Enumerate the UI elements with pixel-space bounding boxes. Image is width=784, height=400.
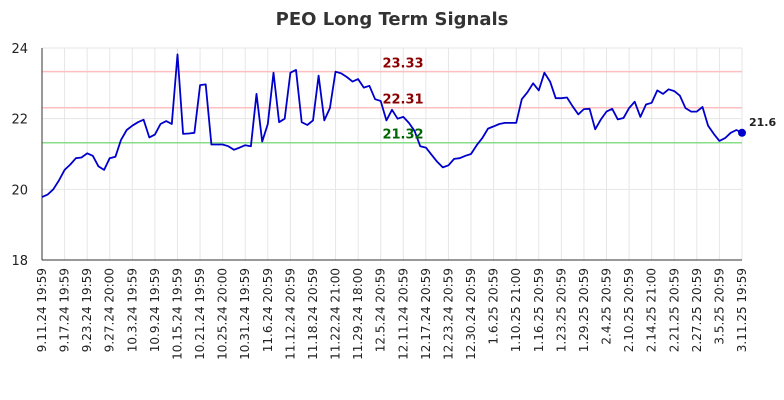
x-tick-label: 2.4.25 20:59: [600, 268, 614, 345]
reference-line-label: 21.32: [382, 128, 423, 143]
x-tick-label: 1.6.25 20:59: [487, 268, 501, 345]
x-tick-label: 10.25.24 20:00: [216, 268, 230, 360]
x-tick-label: 1.29.25 20:59: [577, 268, 591, 352]
y-tick-label: 20: [11, 183, 28, 198]
x-tick-label: 9.27.24 20:00: [103, 268, 117, 352]
x-tick-label: 10.31.24 19:59: [238, 268, 252, 360]
x-tick-label: 11.6.24 20:59: [261, 268, 275, 352]
x-tick-label: 11.29.24 18:00: [351, 268, 365, 360]
label-layer: 23.33 22.31 21.32 21.6: [382, 57, 776, 143]
x-tick-label: 10.9.24 19:59: [148, 268, 162, 352]
x-tick-label: 3.11.25 19:59: [735, 268, 749, 352]
x-tick-label: 2.14.25 21:00: [645, 268, 659, 352]
reference-line-label: 23.33: [382, 57, 423, 72]
x-tick-label: 12.23.24 20:59: [441, 268, 455, 360]
axes: 18 20 22 24 9.11.24 19:59 9.17.24 19:59 9.23.2…: [11, 42, 749, 360]
grid-layer: [41, 47, 743, 261]
chart-title: PEO Long Term Signals: [276, 9, 509, 30]
x-tick-label: 1.10.25 21:00: [509, 268, 523, 352]
x-tick-label: 9.23.24 19:59: [80, 268, 94, 352]
x-tick-label: 12.11.24 20:59: [396, 268, 410, 360]
x-tick-label: 12.17.24 20:59: [419, 268, 433, 360]
x-tick-label: 2.10.25 20:59: [622, 268, 636, 352]
x-tick-label: 11.22.24 21:00: [329, 268, 343, 360]
x-tick-label: 1.16.25 20:59: [532, 268, 546, 352]
reference-lines: [42, 70, 742, 144]
x-tick-label: 2.27.25 20:59: [690, 268, 704, 352]
series-line: [41, 53, 743, 198]
series-layer: [41, 53, 746, 198]
x-tick-label: 10.21.24 19:59: [193, 268, 207, 360]
x-tick-label: 10.3.24 19:59: [125, 268, 139, 352]
x-tick-label: 11.18.24 20:59: [306, 268, 320, 360]
last-value-label: 21.6: [749, 116, 776, 129]
x-tick-label: 11.12.24 20:59: [283, 268, 297, 360]
x-tick-label: 9.11.24 19:59: [35, 268, 49, 352]
x-tick-label: 3.5.25 20:59: [712, 268, 726, 345]
x-tick-label: 12.5.24 20:59: [374, 268, 388, 352]
x-tick-label: 9.17.24 19:59: [58, 268, 72, 352]
y-tick-label: 18: [11, 254, 28, 269]
x-tick-label: 12.30.24 20:59: [464, 268, 478, 360]
reference-line-label: 22.31: [382, 93, 423, 108]
y-tick-label: 24: [11, 42, 28, 57]
y-tick-label: 22: [11, 113, 28, 128]
last-point-marker: [738, 128, 746, 137]
x-tick-label: 10.15.24 19:59: [170, 268, 184, 360]
x-tick-label: 1.23.25 20:59: [554, 268, 568, 352]
x-tick-label: 2.21.25 20:59: [667, 268, 681, 352]
